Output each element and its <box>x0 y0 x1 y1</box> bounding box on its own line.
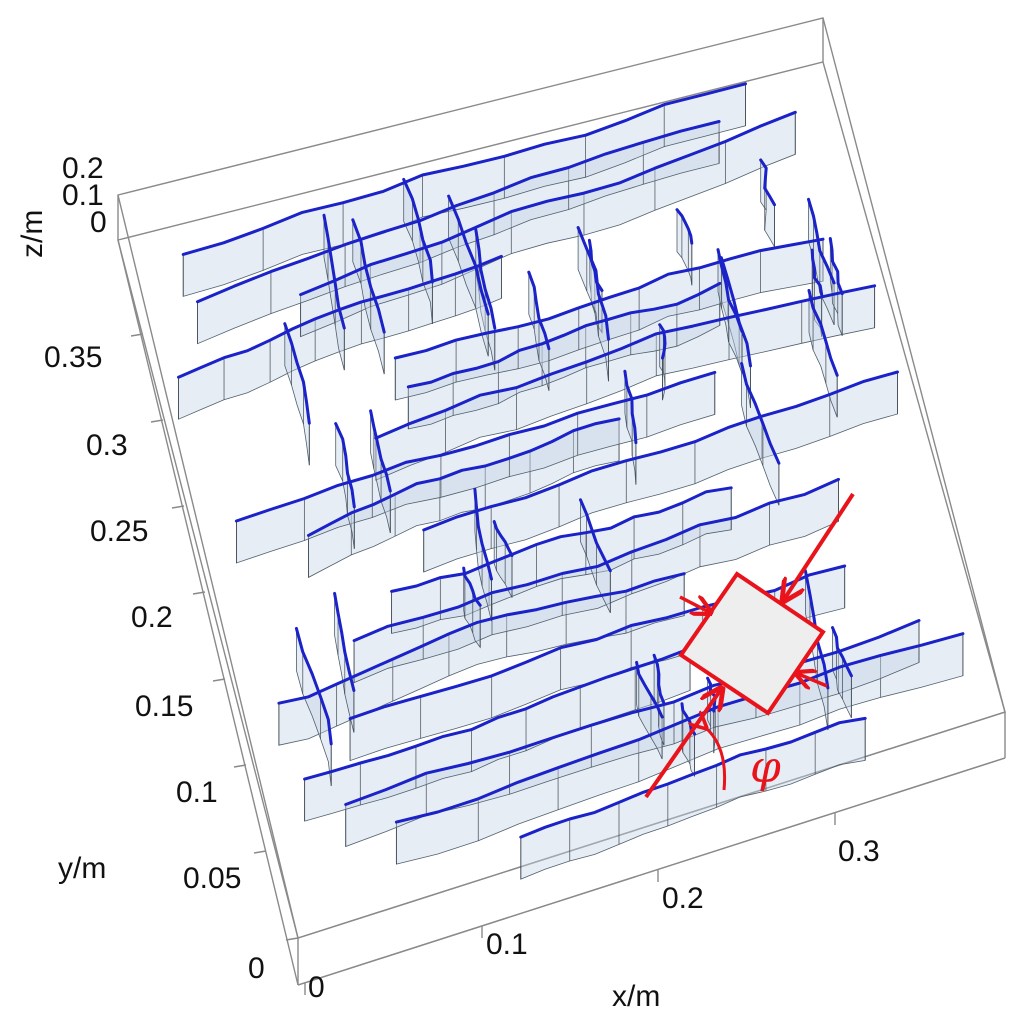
x-tick-label: 0.2 <box>662 882 704 915</box>
x-tick-label: 0.3 <box>838 835 880 868</box>
horizontal-fracture <box>393 237 825 360</box>
horizontal-fracture <box>352 477 840 643</box>
y-tick-label: 0.2 <box>131 601 173 634</box>
lateral-arrow-left <box>679 597 711 613</box>
z-tick-label: 0.2 <box>62 152 104 185</box>
horizontal-fracture <box>406 281 722 389</box>
horizontal-fracture <box>299 110 797 297</box>
x-tick-label: 0.1 <box>486 928 528 961</box>
cross-fracture <box>716 248 744 333</box>
cross-fracture <box>462 566 482 607</box>
cross-fracture <box>652 653 666 705</box>
cross-fracture <box>576 226 610 341</box>
z-axis: 0.2 0.1 0 z/m <box>16 152 107 258</box>
z-tick-label: 0 <box>90 206 107 239</box>
horizontal-fracture <box>374 284 877 440</box>
cross-fracture <box>351 218 386 334</box>
horizontal-fracture <box>303 646 692 781</box>
horizontal-fracture <box>277 572 686 705</box>
x-tick-label: 0 <box>308 971 325 1004</box>
cross-fracture <box>807 197 836 285</box>
cross-fracture <box>527 270 551 351</box>
y-tick-label: 0 <box>248 952 265 985</box>
load-line-top <box>783 492 855 601</box>
cross-fracture <box>294 626 333 746</box>
y-tick-label: 0.15 <box>135 690 193 723</box>
horizontal-fracture <box>181 82 747 256</box>
horizontal-fracture <box>519 716 867 839</box>
cross-fracture <box>831 626 853 678</box>
cross-fracture <box>675 208 694 245</box>
cross-fracture <box>807 289 839 377</box>
cross-fracture <box>828 237 844 296</box>
y-tick-label: 0.05 <box>183 862 241 895</box>
y-tick-label: 0.25 <box>90 515 148 548</box>
cross-fracture <box>334 422 356 509</box>
cross-fracture <box>322 213 346 330</box>
horizontal-fracture <box>344 619 921 806</box>
cross-fracture <box>492 520 514 558</box>
cross-fracture <box>658 323 667 360</box>
horizontal-fracture <box>234 370 717 523</box>
cross-fracture <box>759 158 776 207</box>
cross-fracture <box>369 409 392 493</box>
x-axis-title: x/m <box>612 980 660 1013</box>
cross-fracture <box>740 362 781 465</box>
cross-fracture <box>447 194 490 316</box>
y-tick-label: 0.1 <box>176 776 218 809</box>
cross-fracture <box>402 177 434 284</box>
x-axis: 0 0.1 0.2 0.3 x/m <box>297 757 1006 1013</box>
angle-arc <box>706 728 727 791</box>
horizontal-fracture <box>394 632 965 824</box>
cross-fracture <box>719 256 752 368</box>
cross-fracture <box>283 322 311 425</box>
horizontal-fracture <box>390 486 733 593</box>
cross-fracture <box>810 248 824 297</box>
cross-fracture <box>333 591 356 692</box>
y-axis: 0 0.05 0.1 0.15 0.2 0.25 0.3 0.35 y/m <box>44 333 299 985</box>
z-tick-label: 0.1 <box>62 179 104 212</box>
cross-fracture <box>474 228 497 330</box>
horizontal-fracture <box>422 370 899 532</box>
lateral-arrow-right <box>796 673 828 686</box>
cross-fracture <box>579 498 612 573</box>
fracture-traces <box>177 82 965 839</box>
horizontal-fracture <box>196 120 721 304</box>
load-line-bottom <box>644 688 722 799</box>
z-axis-title: z/m <box>16 210 49 258</box>
cross-fracture <box>635 660 664 719</box>
y-tick-label: 0.3 <box>86 429 128 462</box>
y-tick-label: 0.35 <box>44 341 102 374</box>
horizontal-fracture <box>307 417 621 537</box>
y-axis-title: y/m <box>58 852 106 885</box>
cross-fracture <box>473 487 493 581</box>
cross-fracture <box>623 369 638 445</box>
loading-annotation: φ <box>644 492 855 799</box>
angle-symbol: φ <box>750 742 781 793</box>
